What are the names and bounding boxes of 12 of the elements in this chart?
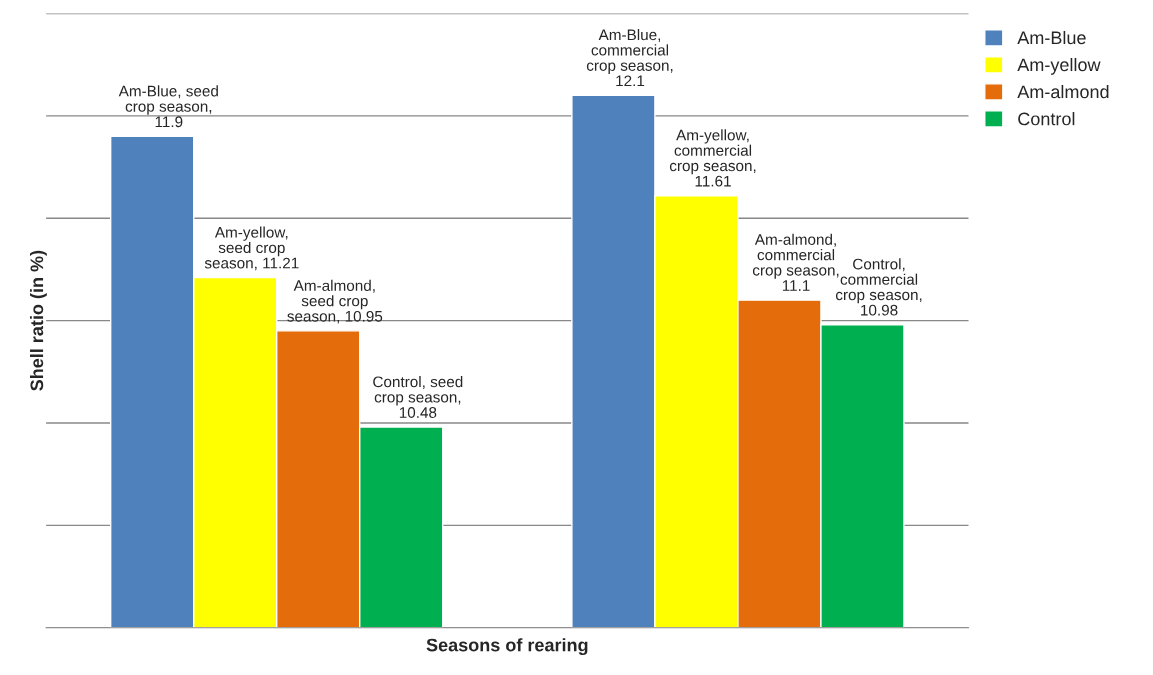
legend-label: Control <box>1018 112 1075 126</box>
legend-label: Am-Blue <box>1017 30 1086 45</box>
y-axis-title: Shell ratio (in %) <box>29 250 47 391</box>
data-label: Control, seed crop season, 10.48 <box>373 376 463 418</box>
legend-label: Am-almond <box>1017 85 1109 99</box>
x-axis-title: Seasons of rearing <box>426 638 588 656</box>
data-label: Am-almond, seed crop season, 10.95 <box>287 279 383 324</box>
data-label: Am-Blue, commercial crop season, 12.1 <box>586 28 673 87</box>
data-label: Am-yellow, seed crop season, 11.21 <box>204 226 299 271</box>
legend-label: Am-yellow <box>1017 57 1101 75</box>
data-label: Am-yellow, commercial crop season, 11.61 <box>669 129 756 187</box>
data-label: Am-Blue, seed crop season, 11.9 <box>118 85 218 128</box>
